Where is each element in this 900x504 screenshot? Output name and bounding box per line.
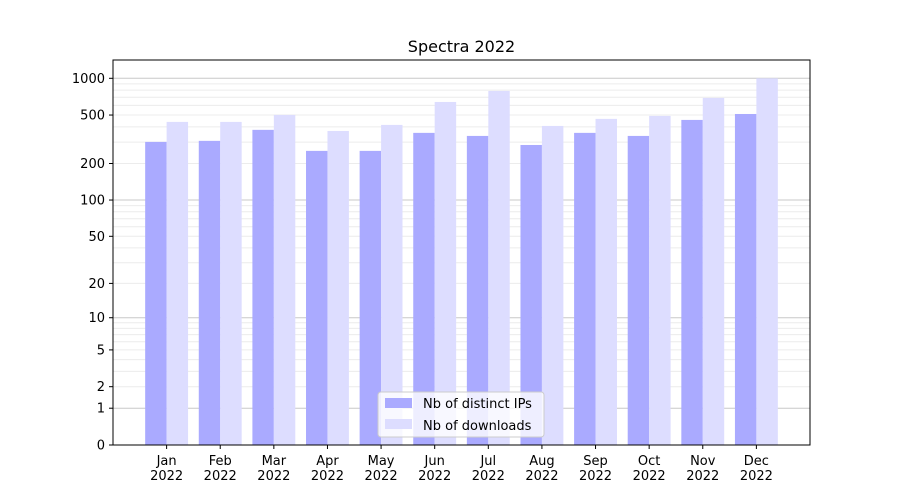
- bar-ips: [252, 129, 274, 446]
- bar-ips: [145, 141, 167, 445]
- x-tick-label: Jul 2022: [472, 454, 505, 484]
- x-tick-label: Nov 2022: [686, 454, 719, 484]
- bar-ips: [359, 150, 382, 446]
- bar-ips: [306, 150, 328, 446]
- bar-ips: [627, 135, 650, 445]
- y-tick-label: 1: [97, 402, 105, 417]
- x-tick-label: Apr 2022: [311, 454, 344, 484]
- x-tick-label: Jan 2022: [150, 454, 183, 484]
- bar-downloads: [220, 121, 242, 445]
- x-tick-label: Aug 2022: [525, 454, 558, 484]
- x-tick-label: Oct 2022: [633, 454, 666, 484]
- x-tick-label: Jun 2022: [418, 454, 451, 484]
- legend-label-downloads: Nb of downloads: [423, 419, 532, 434]
- y-tick-label: 20: [88, 277, 105, 292]
- y-tick-label: 0: [97, 439, 105, 454]
- legend-swatch-ips: [385, 398, 412, 408]
- x-tick-label: May 2022: [365, 454, 398, 484]
- chart-title: Spectra 2022: [408, 37, 515, 56]
- y-tick-label: 1000: [72, 72, 105, 87]
- bar-ips: [574, 132, 596, 445]
- legend: Nb of distinct IPs Nb of downloads: [377, 391, 545, 438]
- y-tick-label: 2: [97, 380, 105, 395]
- bar-downloads: [488, 90, 510, 445]
- legend-box: [377, 391, 545, 438]
- axes-frame: [112, 59, 811, 446]
- bar-downloads: [434, 101, 457, 446]
- y-tick-label: 100: [80, 194, 105, 209]
- x-axis: Jan 2022 Feb 2022 Mar 2022 Apr 2022 May 2022 Jun 20…: [150, 445, 773, 484]
- y-tick-label: 500: [80, 109, 105, 124]
- x-tick-label: Sep 2022: [579, 454, 612, 484]
- y-tick-label: 50: [88, 230, 105, 245]
- bar-ips: [734, 113, 757, 445]
- legend-swatch-downloads: [385, 419, 412, 429]
- bar-downloads: [327, 130, 349, 445]
- x-tick-label: Feb 2022: [204, 454, 237, 484]
- legend-label-ips: Nb of distinct IPs: [423, 397, 532, 412]
- bar-downloads: [702, 97, 725, 445]
- bar-downloads: [595, 118, 617, 446]
- bar-downloads: [381, 124, 403, 445]
- bar-ips: [681, 119, 703, 445]
- x-tick-label: Dec 2022: [740, 454, 773, 484]
- bar-downloads: [756, 78, 778, 446]
- bar-downloads: [541, 125, 564, 446]
- y-tick-label: 10: [88, 311, 105, 326]
- x-tick-label: Mar 2022: [257, 454, 290, 484]
- y-tick-label: 5: [97, 343, 105, 358]
- bar-ips: [520, 144, 542, 445]
- bar-downloads: [273, 114, 296, 446]
- bar-ips: [413, 132, 435, 445]
- bar-ips: [466, 135, 489, 445]
- y-axis: 0 1 2 5 10 20 50 100 200 500 1000: [72, 72, 113, 454]
- y-tick-label: 200: [80, 157, 105, 172]
- bar-downloads: [649, 115, 671, 445]
- bar-ips: [198, 140, 221, 445]
- bars: [145, 78, 778, 446]
- bar-downloads: [166, 121, 189, 445]
